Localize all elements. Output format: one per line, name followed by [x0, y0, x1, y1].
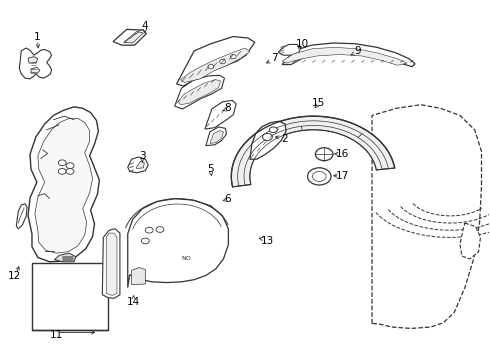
Text: 9: 9 [354, 46, 361, 56]
Circle shape [263, 134, 272, 140]
Polygon shape [205, 100, 236, 129]
Circle shape [142, 238, 149, 244]
Text: 16: 16 [336, 149, 349, 159]
Polygon shape [137, 161, 145, 168]
Circle shape [230, 54, 236, 59]
Polygon shape [128, 199, 228, 288]
Circle shape [66, 168, 74, 174]
Text: 17: 17 [336, 171, 349, 181]
Polygon shape [128, 157, 148, 173]
Polygon shape [132, 267, 146, 285]
Circle shape [208, 64, 214, 69]
Polygon shape [206, 127, 226, 145]
Polygon shape [124, 32, 144, 43]
Text: 6: 6 [224, 194, 231, 204]
Circle shape [308, 168, 331, 185]
Text: 11: 11 [50, 330, 64, 340]
Polygon shape [113, 30, 147, 45]
Text: 2: 2 [281, 134, 288, 144]
Polygon shape [28, 57, 38, 63]
Polygon shape [180, 48, 250, 82]
Polygon shape [35, 118, 93, 253]
Polygon shape [282, 43, 415, 67]
Circle shape [220, 59, 225, 64]
Polygon shape [106, 233, 117, 296]
Polygon shape [176, 37, 255, 86]
Circle shape [313, 171, 326, 181]
Text: 3: 3 [139, 150, 146, 161]
Polygon shape [102, 229, 120, 298]
Polygon shape [231, 116, 394, 187]
Text: 13: 13 [260, 236, 273, 246]
Polygon shape [16, 204, 27, 229]
Text: 8: 8 [224, 103, 231, 113]
Text: 5: 5 [207, 164, 214, 174]
Text: 12: 12 [8, 271, 21, 281]
Polygon shape [460, 223, 481, 259]
Polygon shape [250, 121, 286, 159]
Polygon shape [174, 75, 224, 109]
Text: 15: 15 [312, 98, 325, 108]
Polygon shape [210, 131, 223, 143]
Text: 4: 4 [142, 21, 148, 31]
Polygon shape [178, 80, 220, 105]
Circle shape [58, 168, 66, 174]
Circle shape [66, 163, 74, 168]
Text: NO: NO [181, 256, 191, 261]
Text: 14: 14 [127, 297, 140, 307]
Polygon shape [19, 48, 51, 79]
Polygon shape [282, 47, 407, 65]
Circle shape [58, 160, 66, 166]
Text: 10: 10 [295, 39, 309, 49]
Circle shape [146, 227, 153, 233]
Polygon shape [28, 107, 99, 262]
Polygon shape [54, 253, 76, 262]
Circle shape [316, 148, 333, 161]
Circle shape [156, 226, 164, 232]
Circle shape [270, 127, 277, 133]
Polygon shape [31, 67, 40, 73]
Polygon shape [372, 105, 482, 328]
Polygon shape [278, 44, 301, 55]
Text: 7: 7 [271, 53, 278, 63]
Text: 1: 1 [34, 32, 41, 41]
